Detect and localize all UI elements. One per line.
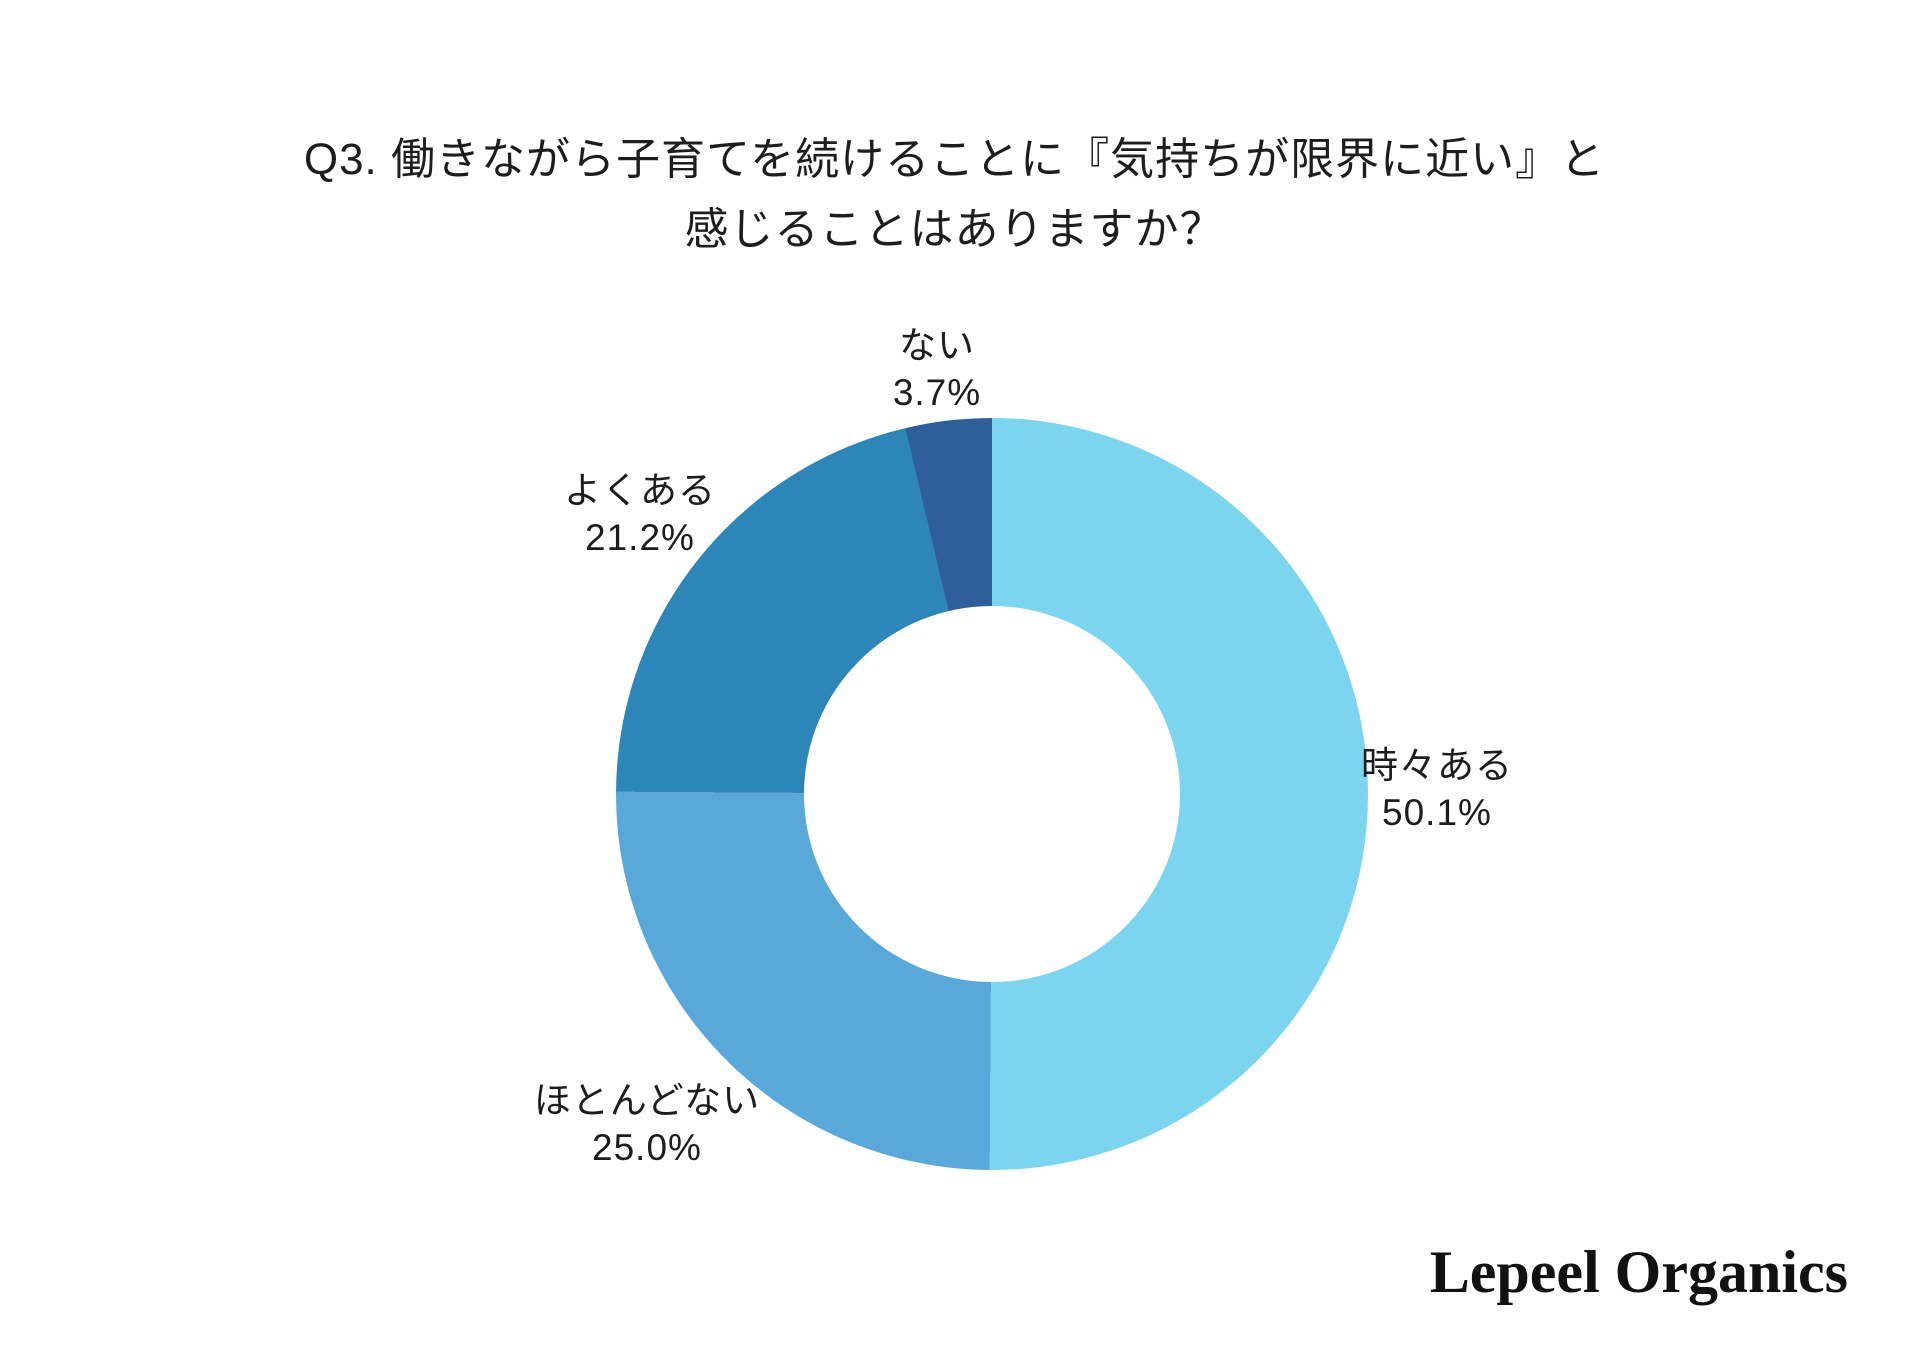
- segment-label-rarely: ほとんどない 25.0%: [447, 1077, 847, 1171]
- segment-label-sometimes: 時々ある 50.1%: [1247, 742, 1627, 836]
- chart-title-line1: Q3. 働きながら子育てを続けることに『気持ちが限界に近い』と: [303, 135, 1606, 184]
- segment-value-rarely: 25.0%: [592, 1127, 702, 1168]
- segment-name-often: よくある: [564, 470, 716, 511]
- segment-value-sometimes: 50.1%: [1382, 792, 1492, 833]
- segment-label-never: ない 3.7%: [737, 322, 1137, 416]
- donut-chart: [616, 418, 1368, 1170]
- chart-title-line2: 感じることはありますか？: [684, 205, 1225, 254]
- segment-name-never: ない: [899, 325, 975, 366]
- segment-value-often: 21.2%: [585, 517, 695, 558]
- segment-name-rarely: ほとんどない: [533, 1080, 761, 1121]
- segment-name-sometimes: 時々ある: [1361, 745, 1513, 786]
- segment-value-never: 3.7%: [892, 372, 982, 413]
- chart-title: Q3. 働きながら子育てを続けることに『気持ちが限界に近い』と 感じることはあり…: [0, 125, 1909, 265]
- donut-hole: [804, 606, 1180, 982]
- segment-label-often: よくある 21.2%: [440, 467, 840, 561]
- logo-text: Lepeel Organics: [1429, 1239, 1848, 1305]
